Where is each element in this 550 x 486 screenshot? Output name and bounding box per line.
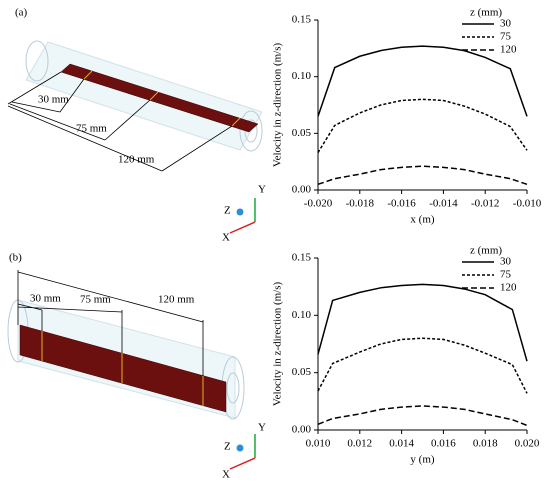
dimension-label: 75 mm xyxy=(80,294,111,306)
x-tick-label: 0.012 xyxy=(347,438,372,450)
x-axis-label: y (m) xyxy=(410,454,434,466)
panel-label: (a) xyxy=(15,7,28,19)
x-tick-label: -0.020 xyxy=(304,198,333,210)
series-line xyxy=(317,337,528,394)
dimension-label: 30 mm xyxy=(38,94,69,106)
dimension-label: 75 mm xyxy=(76,123,107,135)
y-tick-label: 0.10 xyxy=(292,70,312,82)
x-tick-label: 0.018 xyxy=(473,438,498,450)
x-tick-label: -0.012 xyxy=(471,198,499,210)
legend-label: 30 xyxy=(500,256,512,268)
legend-label: 75 xyxy=(500,269,512,281)
axis-label: Y xyxy=(258,422,266,434)
axis-label: Y xyxy=(258,184,266,196)
axis-label: X xyxy=(222,232,230,244)
series-line xyxy=(317,283,528,362)
series-line xyxy=(317,45,528,117)
legend-label: 120 xyxy=(500,282,517,294)
legend-title: z (mm) xyxy=(470,7,502,19)
y-tick-label: 0.00 xyxy=(292,184,312,196)
y-tick-label: 0.10 xyxy=(292,309,312,321)
x-tick-label: -0.014 xyxy=(429,198,458,210)
axis-label: X xyxy=(222,469,230,481)
x-tick-label: 0.010 xyxy=(306,438,331,450)
y-axis-label: Velocity in z-direction (m/s) xyxy=(272,43,284,168)
legend-label: 75 xyxy=(500,31,512,43)
illustration-b xyxy=(7,270,245,420)
y-tick-label: 0.05 xyxy=(292,366,312,378)
series-line xyxy=(317,98,528,153)
x-tick-label: -0.018 xyxy=(346,198,375,210)
illustration-a xyxy=(7,40,263,172)
x-tick-label: -0.016 xyxy=(387,198,416,210)
y-axis-label: Velocity in z-direction (m/s) xyxy=(272,282,284,407)
panel-label: (b) xyxy=(9,252,22,264)
x-tick-label: 0.016 xyxy=(431,438,456,450)
dimension-label: 120 mm xyxy=(118,154,155,166)
dimension-label: 120 mm xyxy=(158,294,195,306)
x-axis-label: x (m) xyxy=(410,214,434,226)
dimension-label: 30 mm xyxy=(30,293,61,305)
axis-triad xyxy=(229,434,256,470)
y-tick-label: 0.05 xyxy=(292,127,312,139)
x-tick-label: 0.014 xyxy=(389,438,414,450)
axis-label: Z xyxy=(224,205,231,217)
y-tick-label: 0.15 xyxy=(292,14,312,26)
y-tick-label: 0.00 xyxy=(292,424,312,436)
y-tick-label: 0.15 xyxy=(292,252,312,264)
legend-label: 120 xyxy=(500,44,517,56)
x-tick-label: -0.010 xyxy=(513,198,542,210)
series-line xyxy=(317,165,528,186)
x-tick-label: 0.020 xyxy=(515,438,540,450)
axis-triad xyxy=(229,198,256,234)
legend-label: 30 xyxy=(500,18,512,30)
legend-title: z (mm) xyxy=(470,245,502,257)
axis-label: Z xyxy=(224,441,231,453)
series-line xyxy=(317,405,528,427)
